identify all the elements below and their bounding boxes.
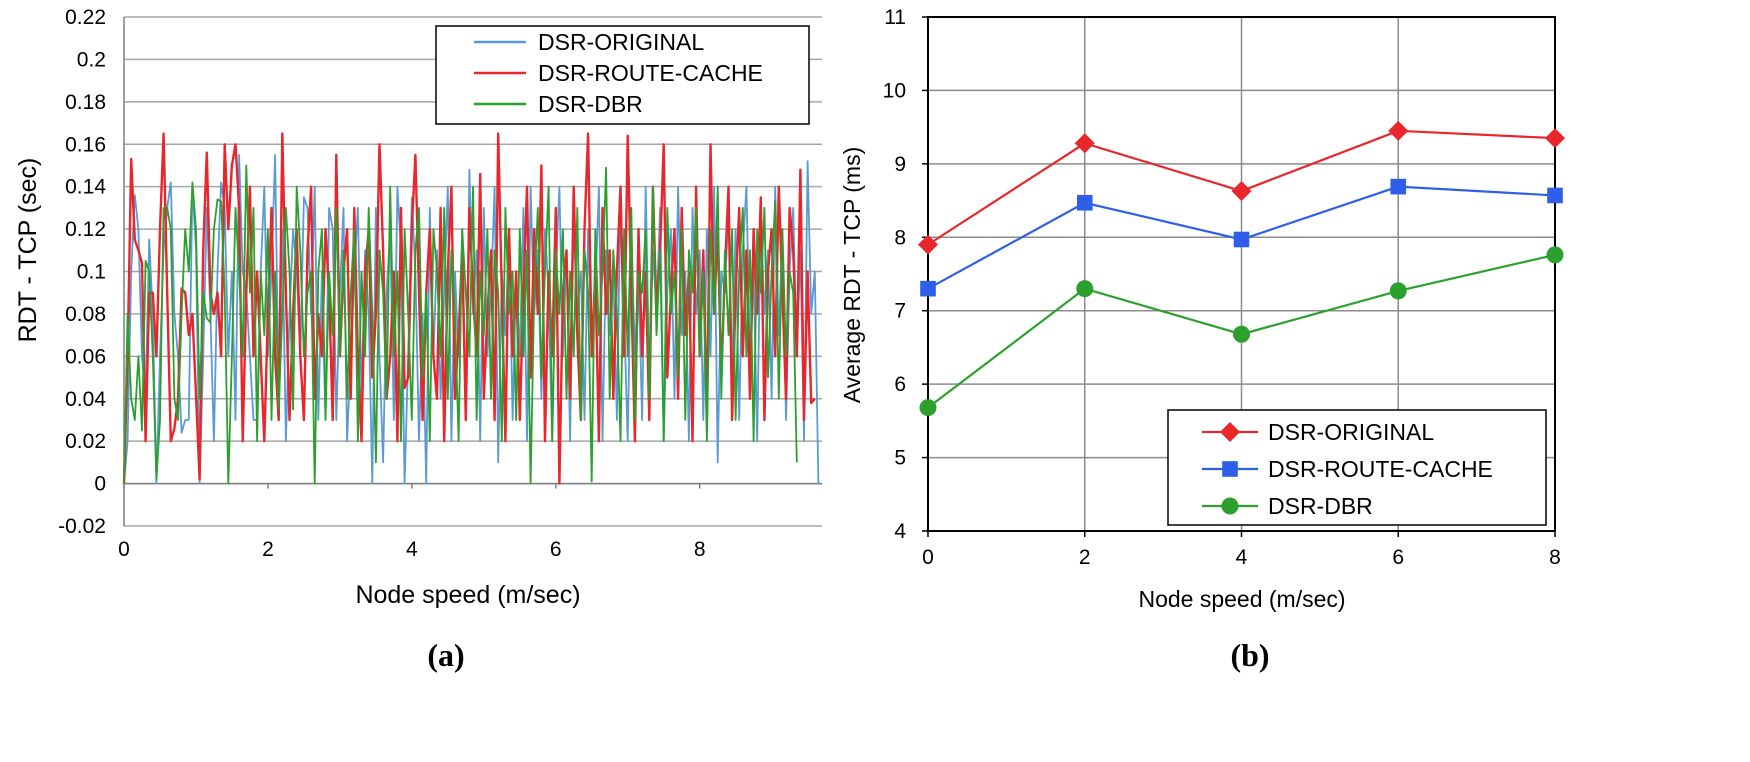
y-tick-label: 0 [94,473,106,496]
legend-marker [1221,497,1239,515]
data-point-circle [1076,280,1094,298]
data-point-circle [1233,325,1250,343]
chart-a: -0.02 0 0.02 0.04 0.06 0.08 0.1 0.12 0.14 0.16 0.1… [14,6,822,673]
y-tick-label: 0.02 [65,430,106,453]
y-tick-label: 0.06 [65,345,106,368]
y-tick-label: 4 [894,520,906,543]
y-tick-label: 9 [894,153,906,176]
x-tick-label: 6 [1392,546,1404,569]
data-point-diamond [1074,133,1095,154]
data-point-circle [1546,246,1564,264]
data-point-diamond [1231,181,1252,202]
legend: DSR-ORIGINAL DSR-ROUTE-CACHE DSR-DBR [1167,409,1547,526]
legend-label: DSR-ORIGINAL [1268,419,1434,445]
y-tick-label: 0.16 [65,133,106,156]
x-tick-label: 0 [922,546,934,569]
data-point-square [1390,178,1407,195]
y-tick-label: 0.14 [65,176,106,199]
legend-label: DSR-ORIGINAL [538,29,704,55]
x-tick-label: 4 [1236,546,1248,569]
y-tick-label: 0.04 [65,388,106,411]
y-tick-label: 7 [894,300,906,323]
y-tick-label: -0.02 [58,515,106,538]
legend-label: DSR-ROUTE-CACHE [1268,456,1493,482]
legend-marker [1222,461,1238,477]
series-dsr-route-cache [920,178,1563,297]
x-tick-label: 8 [1549,546,1561,569]
data-point-diamond [1388,120,1409,141]
y-tick-label: 11 [884,6,906,29]
x-tick-label: 0 [118,538,130,561]
data-point-circle [1389,282,1407,300]
data-point-circle [919,399,937,417]
legend-marker [1220,422,1240,442]
legend: DSR-ORIGINAL DSR-ROUTE-CACHE DSR-DBR [435,25,810,125]
y-tick-label: 10 [883,79,906,102]
caption-b: (b) [1230,637,1269,673]
chart-b: 4 5 6 7 8 9 10 11 0 2 4 6 8 DSR-ORIGINAL DSR-ROUTE-CAC… [839,6,1565,673]
data-point-diamond [918,234,938,255]
legend-label: DSR-DBR [538,91,643,117]
x-tick-label: 8 [694,538,706,561]
caption-a: (a) [427,637,464,673]
y-tick-label: 0.2 [77,48,106,71]
data-point-square [1547,187,1563,204]
x-tick-label: 4 [406,538,418,561]
legend-label: DSR-DBR [1268,493,1373,519]
series-dsr-dbr [919,246,1564,417]
series-line-dsr-dbr [123,164,798,485]
y-tick-label: 0.1 [77,261,106,284]
x-axis-label: Node speed (m/sec) [1138,586,1345,612]
data-point-square [1233,231,1250,248]
data-point-square [1076,194,1093,211]
data-point-square [920,280,936,297]
y-tick-label: 6 [894,373,906,396]
y-axis-label: RDT - TCP (sec) [14,158,42,343]
legend-label: DSR-ROUTE-CACHE [538,60,763,86]
x-axis-label: Node speed (m/sec) [355,581,580,609]
data-point-diamond [1545,128,1565,149]
y-axis-label: Average RDT - TCP (ms) [839,147,865,403]
y-tick-label: 5 [894,447,906,470]
y-tick-label: 8 [894,226,906,249]
plot-frame [927,16,1556,532]
y-tick-label: 0.08 [65,303,106,326]
y-tick-label: 0.12 [65,218,106,241]
y-tick-label: 0.18 [65,91,106,114]
x-tick-label: 2 [1079,546,1091,569]
series-dsr-original [918,120,1565,255]
x-tick-label: 2 [262,538,274,561]
x-tick-label: 6 [550,538,562,561]
y-tick-label: 0.22 [65,6,106,29]
